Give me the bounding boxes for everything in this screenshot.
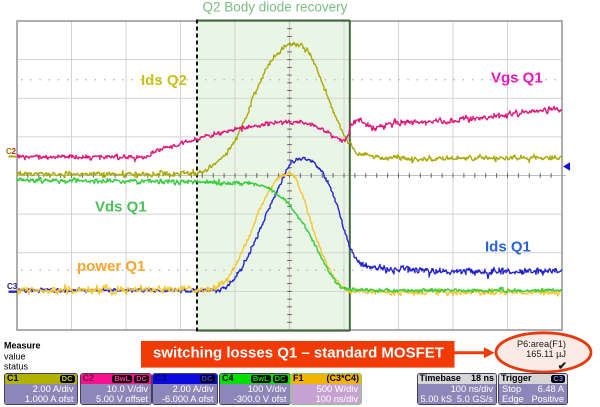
svg-text:165.11 µJ: 165.11 µJ [526,349,566,359]
svg-text:P6:area(F1): P6:area(F1) [517,339,566,349]
svg-text:value: value [4,352,26,362]
svg-text:Q2 Body diode recovery: Q2 Body diode recovery [203,0,348,14]
svg-text:C: C [6,147,12,156]
svg-text:Vgs Q1: Vgs Q1 [491,69,543,86]
svg-text:status: status [4,362,29,372]
svg-text:switching losses Q1 – standard: switching losses Q1 – standard MOSFET [153,345,444,362]
svg-text:Measure: Measure [4,341,41,351]
svg-text:Vds Q1: Vds Q1 [95,199,147,216]
svg-text:power Q1: power Q1 [77,258,145,275]
svg-text:2: 2 [12,147,17,156]
svg-text:Ids Q1: Ids Q1 [485,238,531,255]
svg-text:Ids Q2: Ids Q2 [141,72,187,89]
svg-text:✔: ✔ [558,361,567,373]
svg-text:C3: C3 [7,282,18,291]
